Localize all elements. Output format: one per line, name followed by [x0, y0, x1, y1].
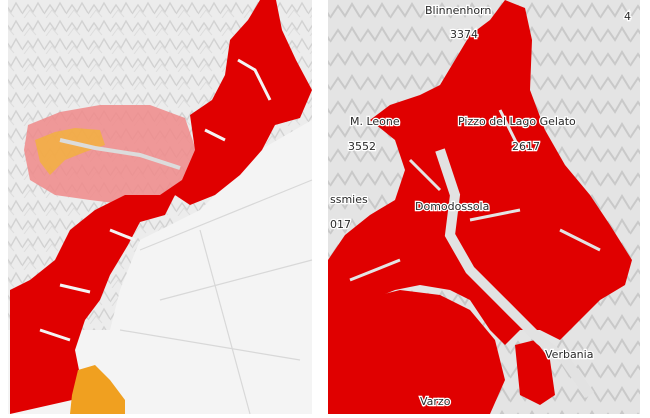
elevation-label: 3552	[348, 140, 376, 153]
risk-area-high	[328, 0, 632, 345]
elevation-label: 4	[624, 10, 631, 23]
elevation-label: 3374	[450, 28, 478, 41]
elevation-label: 017	[330, 218, 351, 231]
lake	[59, 138, 181, 170]
risk-area-low-south	[70, 365, 125, 414]
left-map	[8, 0, 313, 415]
risk-area-low	[35, 128, 105, 175]
town-label: Domodossola	[415, 200, 489, 213]
risk-area-high-east	[515, 340, 555, 405]
right-map: Blinnenhorn 3374 M. Leone 3552 Pizzo del…	[328, 0, 640, 414]
valleys	[39, 58, 272, 342]
elevation-label: 2617	[512, 140, 540, 153]
roads	[119, 179, 313, 415]
peak-label: M. Leone	[350, 115, 400, 128]
risk-area-high-south	[328, 290, 505, 414]
river-valley	[435, 148, 595, 398]
peak-label: Blinnenhorn	[425, 4, 491, 17]
peak-label: Pizzo del Lago Gelato	[458, 115, 576, 128]
town-label: Verbania	[545, 348, 593, 361]
place-label: ssmies	[330, 193, 368, 206]
side-valleys	[349, 109, 601, 282]
risk-area-high	[10, 0, 312, 414]
town-label: Varzo	[420, 395, 451, 408]
